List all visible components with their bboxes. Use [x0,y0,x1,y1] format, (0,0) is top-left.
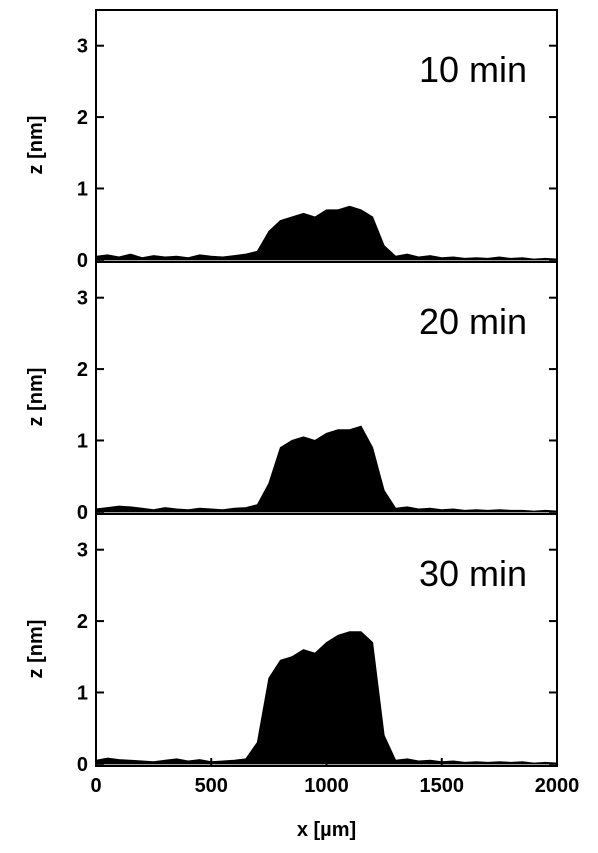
y-tick-label: 2 [77,107,88,129]
x-tick-label: 0 [90,775,101,797]
x-tick-label: 1000 [304,775,349,797]
annotation: 30 min [419,553,527,594]
y-axis-label: z [nm] [25,620,47,679]
y-tick-label: 0 [77,754,88,776]
y-axis-label: z [nm] [25,368,47,427]
area [95,205,558,261]
annotation: 10 min [419,49,527,90]
y-tick-label: 2 [77,359,88,381]
y-tick-label: 3 [77,288,88,310]
x-axis-label: x [µm] [297,819,356,841]
x-tick-label: 2000 [535,775,580,797]
area [95,425,558,513]
x-tick-label: 1500 [420,775,465,797]
y-tick-label: 0 [77,250,88,272]
y-tick-label: 1 [77,682,88,704]
area [95,631,558,765]
annotation: 20 min [419,301,527,342]
y-axis-label: z [nm] [25,116,47,175]
y-tick-label: 1 [77,430,88,452]
y-tick-label: 3 [77,540,88,562]
x-tick-label: 500 [195,775,228,797]
y-tick-label: 0 [77,502,88,524]
y-tick-label: 3 [77,36,88,58]
y-tick-label: 2 [77,611,88,633]
y-tick-label: 1 [77,178,88,200]
